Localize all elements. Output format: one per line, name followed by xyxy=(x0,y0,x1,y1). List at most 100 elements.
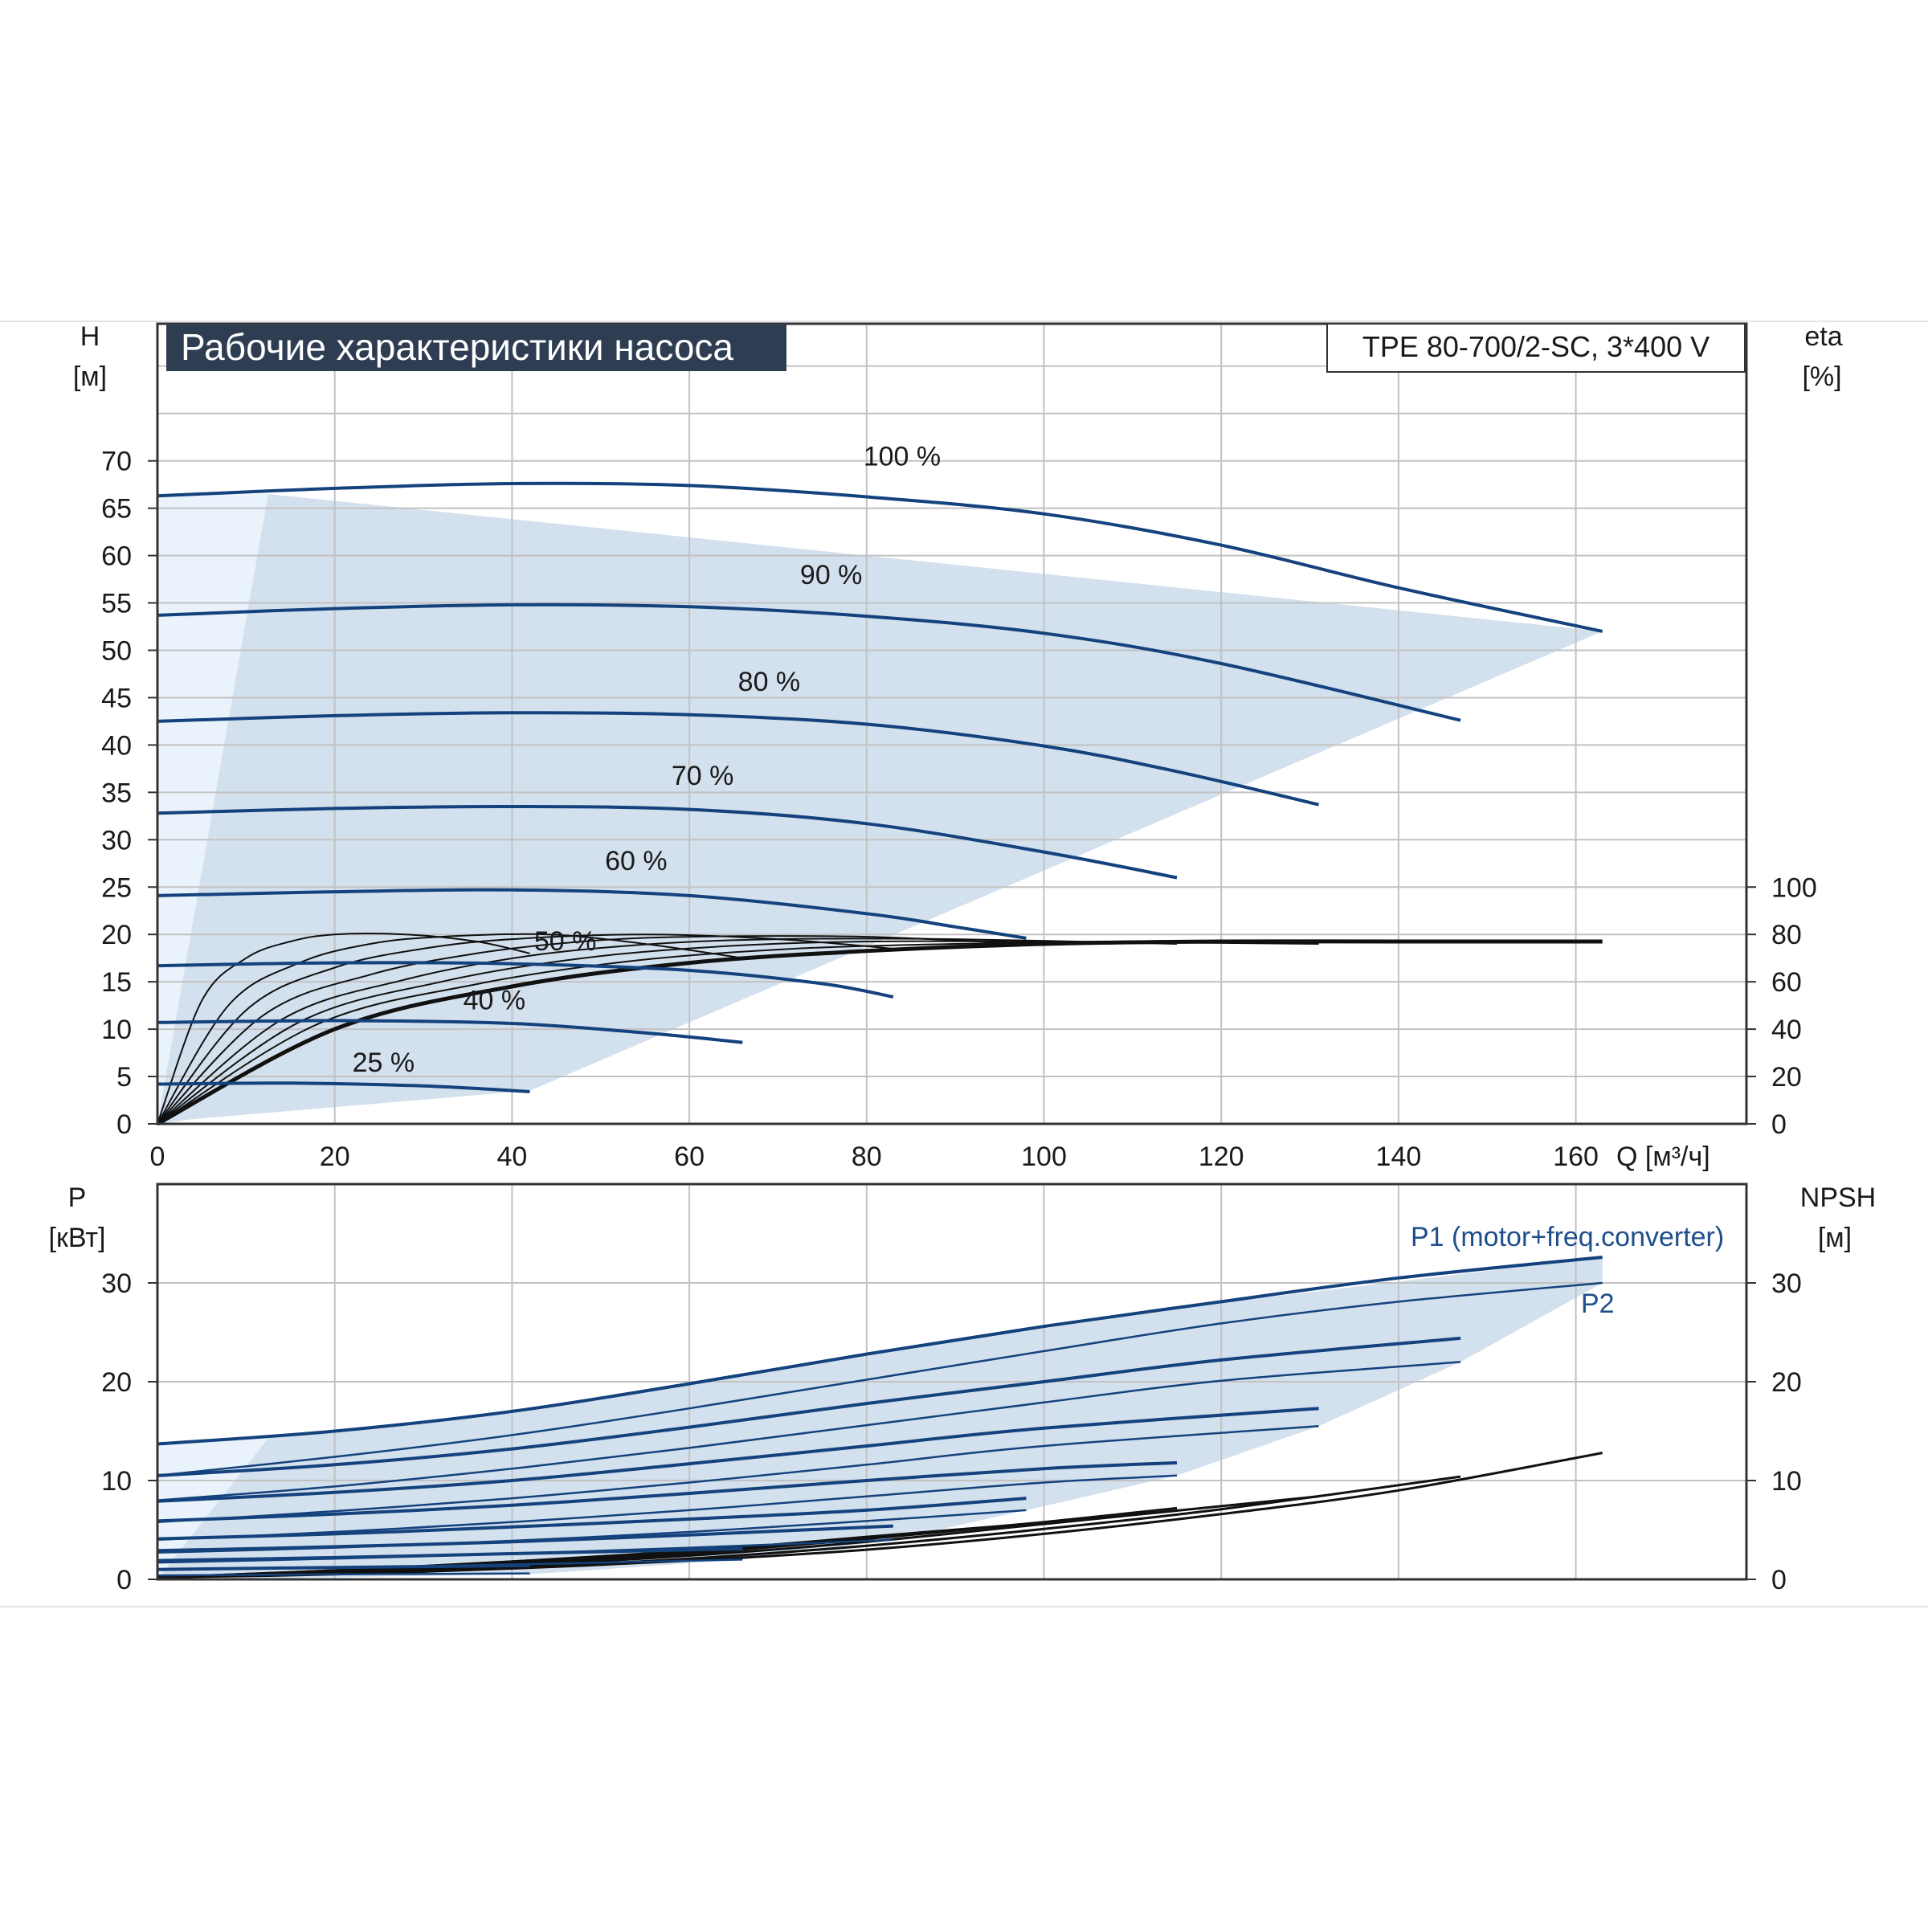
h-tick-label: 55 xyxy=(101,589,132,619)
model-box xyxy=(1326,323,1746,373)
h-tick-label: 0 xyxy=(116,1109,132,1140)
head-curve-label: 60 % xyxy=(605,846,668,876)
h-tick-label: 35 xyxy=(101,778,132,808)
eta-tick-label: 100 xyxy=(1771,872,1817,903)
eta-tick-label: 60 xyxy=(1771,967,1802,998)
q-axis-label: Q [м³/ч] xyxy=(1616,1142,1710,1172)
head-curve-label: 100 % xyxy=(864,442,941,472)
head-curve xyxy=(157,481,1603,633)
head-curve xyxy=(157,1081,530,1093)
head-panel: 100 % 90 % 80 % 70 % 60 % 50 % 40 % 25 % 0 20 40 6… xyxy=(73,321,1843,1172)
x-tick-label: 100 xyxy=(1021,1142,1067,1172)
eta-curve xyxy=(157,935,1027,1125)
power-panel: 0 10 20 30 0 10 20 30 P [кВт] NPSH [м] P1 (moto… xyxy=(49,1182,1877,1595)
head-curve-label: 70 % xyxy=(672,761,734,791)
h-tick-label: 20 xyxy=(101,920,132,950)
x-tick-label: 20 xyxy=(320,1142,350,1172)
eta-curve xyxy=(157,940,1461,1125)
head-curve-label: 50 % xyxy=(534,926,597,957)
h-tick-label: 15 xyxy=(101,967,132,998)
x-tick-label: 160 xyxy=(1553,1142,1599,1172)
p2-curve xyxy=(157,1572,530,1577)
npsh-axis-unit: [м] xyxy=(1818,1223,1852,1253)
power-tick-labels: 0 10 20 30 0 10 20 30 xyxy=(101,1268,1802,1595)
p1-curve xyxy=(157,1563,530,1571)
p-tick-label: 10 xyxy=(101,1466,132,1497)
eta-curve xyxy=(157,933,893,1125)
eta-curve xyxy=(157,933,743,1125)
p1-curve xyxy=(157,1460,1178,1523)
eta-tick-label: 0 xyxy=(1771,1109,1787,1140)
npsh-tick-label: 10 xyxy=(1771,1466,1802,1497)
h-tick-label: 5 xyxy=(116,1062,132,1093)
h-tick-label: 30 xyxy=(101,825,132,856)
x-tick-label: 40 xyxy=(496,1142,527,1172)
eta-curve xyxy=(157,933,530,1125)
efficiency-curves xyxy=(156,933,1603,1126)
h-tick-label: 45 xyxy=(101,683,132,713)
head-curve xyxy=(157,961,894,999)
h-axis-unit: [м] xyxy=(73,361,107,392)
head-curve xyxy=(157,1019,743,1044)
x-tick-label: 140 xyxy=(1376,1142,1422,1172)
p2-curve xyxy=(157,1425,1319,1523)
p-tick-label: 30 xyxy=(101,1268,132,1299)
h-tick-label: 10 xyxy=(101,1015,132,1045)
eta-curve xyxy=(157,937,1178,1125)
head-curve-label: 25 % xyxy=(353,1048,415,1078)
p-tick-label: 20 xyxy=(101,1367,132,1398)
head-curve-label: 80 % xyxy=(738,667,801,697)
eta-tick-label: 80 xyxy=(1771,920,1802,950)
h-tick-label: 70 xyxy=(101,447,132,477)
x-tick-label: 80 xyxy=(852,1142,882,1172)
p-tick-label: 0 xyxy=(116,1565,132,1595)
p1-curve xyxy=(157,1524,893,1553)
head-tick-labels: 0 20 40 60 80 100 120 140 160 0 5 10 15 20 25 30 35 40 45 5… xyxy=(101,447,1817,1172)
p-axis-unit: [кВт] xyxy=(49,1223,106,1253)
head-curve-label: 40 % xyxy=(464,985,526,1015)
head-curve xyxy=(157,888,1027,940)
eta-axis-unit: [%] xyxy=(1802,361,1841,392)
npsh-tick-label: 0 xyxy=(1771,1565,1787,1595)
p1-curve xyxy=(157,1546,743,1562)
p1-curve xyxy=(157,1407,1319,1503)
p2-curve xyxy=(157,1361,1461,1501)
npsh-tick-label: 30 xyxy=(1771,1268,1802,1299)
chart-title-box xyxy=(166,324,786,371)
p1-curve xyxy=(157,1256,1603,1446)
x-tick-label: 0 xyxy=(150,1142,165,1172)
head-curve xyxy=(157,804,1178,880)
p1-curve xyxy=(157,1497,1027,1541)
x-tick-label: 60 xyxy=(674,1142,705,1172)
eta-tick-label: 20 xyxy=(1771,1062,1802,1093)
p1-series-label: P1 (motor+freq.converter) xyxy=(1411,1222,1724,1252)
power-plot-frame xyxy=(156,1182,1748,1581)
head-curve xyxy=(157,711,1320,807)
head-plot-frame xyxy=(156,322,1748,1125)
head-curve-label: 90 % xyxy=(800,560,863,590)
chart-title: Рабочие характеристики насоса xyxy=(181,326,733,368)
head-curves: 100 % 90 % 80 % 70 % 60 % 50 % 40 % 25 % xyxy=(157,442,1603,1093)
head-curve xyxy=(157,602,1461,722)
p2-series-label: P2 xyxy=(1581,1289,1615,1319)
h-axis-label: H xyxy=(80,321,100,352)
h-tick-label: 40 xyxy=(101,730,132,761)
npsh-axis-label: NPSH xyxy=(1800,1182,1876,1213)
power-curves xyxy=(157,1256,1603,1579)
h-tick-label: 50 xyxy=(101,636,132,667)
p2-curve xyxy=(157,1281,1603,1477)
h-tick-label: 65 xyxy=(101,494,132,525)
npsh-tick-label: 20 xyxy=(1771,1367,1802,1398)
eta-axis-label: eta xyxy=(1804,321,1842,352)
p-axis-label: P xyxy=(68,1182,87,1213)
h-tick-label: 25 xyxy=(101,872,132,903)
x-tick-label: 120 xyxy=(1199,1142,1244,1172)
p1-curve xyxy=(157,1336,1461,1477)
h-tick-label: 60 xyxy=(101,541,132,572)
eta-tick-label: 40 xyxy=(1771,1015,1802,1045)
p2-curve xyxy=(157,1474,1178,1542)
model-label: TPE 80-700/2-SC, 3*400 V xyxy=(1362,330,1709,363)
power-operating-region xyxy=(157,1257,1603,1579)
